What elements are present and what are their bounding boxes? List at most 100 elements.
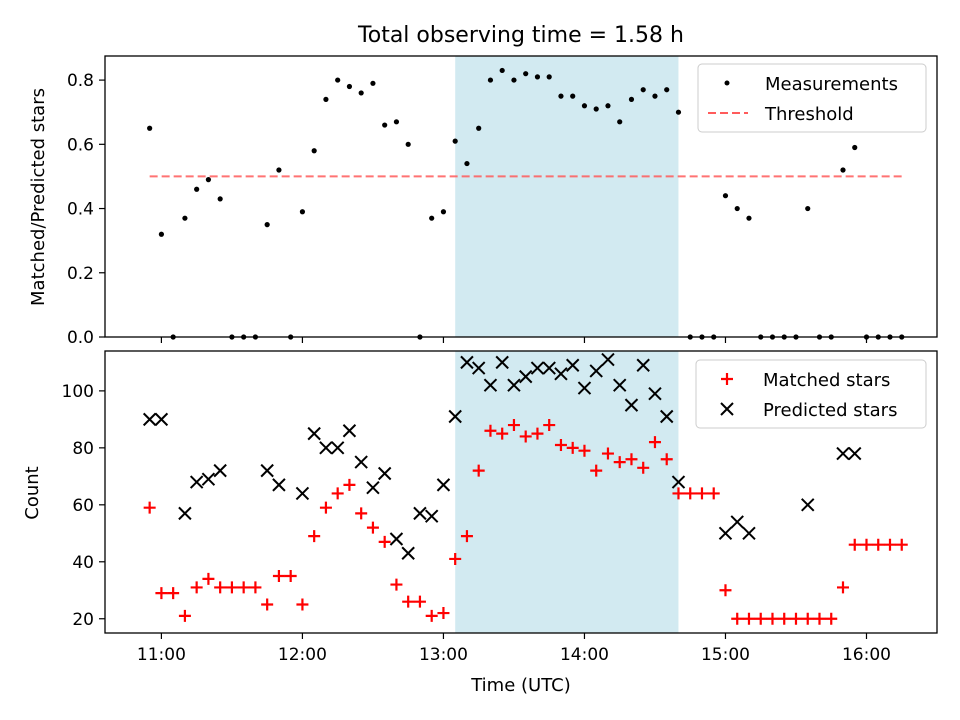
predicted-stars-point: [213, 463, 227, 478]
measurement-point: [523, 71, 529, 77]
predicted-stars-point: [518, 369, 533, 384]
measurement-point: [217, 196, 223, 202]
count-points: [142, 352, 908, 625]
matched-stars-point: [695, 487, 708, 500]
predicted-stars-point: [718, 526, 733, 541]
matched-stars-point: [637, 461, 650, 474]
matched-stars-point: [167, 587, 180, 600]
measurement-point: [276, 167, 282, 173]
y-tick-label: 0.6: [67, 135, 94, 155]
measurement-point: [534, 74, 541, 80]
top-observing-window: [455, 56, 679, 337]
matched-stars-point: [778, 612, 791, 625]
measurement-point: [852, 144, 858, 151]
predicted-stars-point: [295, 486, 310, 501]
predicted-stars-point: [460, 355, 474, 370]
measurement-point: [158, 231, 165, 237]
top-legend: Measurements Threshold: [697, 63, 927, 133]
matched-stars-point: [472, 464, 485, 477]
predicted-stars-point: [154, 412, 169, 427]
predicted-stars-point: [848, 446, 862, 461]
predicted-stars-point: [413, 506, 427, 521]
matched-stars-point: [566, 441, 579, 454]
measurement-point: [605, 103, 611, 109]
matched-stars-point: [178, 609, 191, 622]
matched-stars-point: [531, 427, 544, 440]
predicted-stars-point: [189, 475, 204, 489]
matched-stars-point: [343, 478, 356, 491]
legend-matched-label: Matched stars: [763, 370, 890, 391]
measurement-point: [323, 96, 329, 102]
matched-stars-point: [143, 501, 156, 514]
top-legend-box: [697, 63, 927, 133]
matched-stars-point: [261, 598, 274, 611]
top-plot-frame: [104, 55, 938, 338]
predicted-stars-point: [507, 378, 521, 392]
matched-stars-point: [519, 430, 532, 443]
y-tick-label: 0.2: [67, 264, 94, 284]
matched-stars-point: [284, 570, 297, 583]
measurement-point: [675, 109, 682, 115]
matched-stars-point: [413, 595, 426, 608]
predicted-stars-point: [272, 478, 286, 492]
measurement-point: [440, 209, 447, 215]
y-tick-label: 0.8: [67, 71, 94, 91]
matched-stars-point: [390, 578, 403, 591]
top-y-ticks: 0.0 0.2 0.4 0.6 0.8: [67, 71, 105, 348]
matched-stars-point: [308, 530, 321, 543]
matched-stars-point: [402, 595, 415, 608]
x-tick-label: 11:00: [137, 645, 186, 665]
measurement-point: [640, 87, 646, 93]
top-x-ticks: [160, 337, 868, 343]
matched-stars-point: [836, 581, 849, 594]
measurement-point: [464, 160, 470, 167]
matched-stars-point: [202, 572, 215, 585]
measurement-point: [476, 125, 482, 131]
matched-stars-point: [872, 538, 885, 551]
measurement-point: [370, 80, 376, 86]
matched-stars-point: [707, 487, 720, 500]
bottom-x-ticks: 11:00 12:00 13:00 14:00 15:00 16:00: [137, 633, 891, 665]
measurement-point: [147, 125, 153, 131]
measurement-point: [722, 193, 729, 199]
matched-stars-point: [578, 444, 591, 457]
x-tick-label: 13:00: [419, 645, 468, 665]
matched-stars-point: [296, 598, 309, 611]
matched-stars-point: [825, 612, 838, 625]
predicted-stars-point: [530, 361, 545, 375]
matched-stars-point: [883, 538, 896, 551]
legend-measurements-marker: [724, 80, 730, 86]
matched-stars-point: [190, 581, 203, 594]
legend-measurements-label: Measurements: [765, 74, 898, 95]
measurement-point: [311, 148, 317, 154]
bottom-y-axis-label: Count: [22, 466, 43, 519]
matched-stars-point: [813, 612, 826, 625]
matched-stars-point: [895, 538, 908, 551]
matched-stars-point: [742, 612, 755, 625]
matched-stars-point: [214, 581, 227, 594]
matched-stars-point: [860, 538, 873, 551]
measurement-point: [664, 87, 670, 93]
matched-stars-point: [543, 419, 556, 432]
predicted-stars-point: [589, 364, 603, 378]
measurement-point: [805, 205, 811, 212]
matched-stars-point: [378, 535, 391, 548]
matched-stars-point: [425, 609, 438, 622]
predicted-stars-point: [366, 481, 380, 495]
predicted-stars-point: [330, 441, 345, 455]
legend-predicted-marker: [720, 402, 734, 416]
predicted-stars-point: [178, 506, 192, 521]
measurement-point: [511, 77, 517, 83]
matched-stars-point: [460, 530, 473, 543]
measurement-point: [358, 90, 364, 96]
measurement-point: [746, 215, 752, 221]
bottom-plot-frame: [104, 350, 938, 634]
measurement-point: [581, 103, 588, 109]
matched-stars-point: [801, 612, 814, 625]
matched-stars-point: [437, 607, 450, 620]
predicted-stars-point: [624, 398, 639, 412]
matched-stars-point: [484, 424, 497, 437]
x-tick-label: 16:00: [842, 645, 891, 665]
x-axis-label: Time (UTC): [470, 675, 571, 696]
predicted-stars-point: [260, 463, 274, 478]
